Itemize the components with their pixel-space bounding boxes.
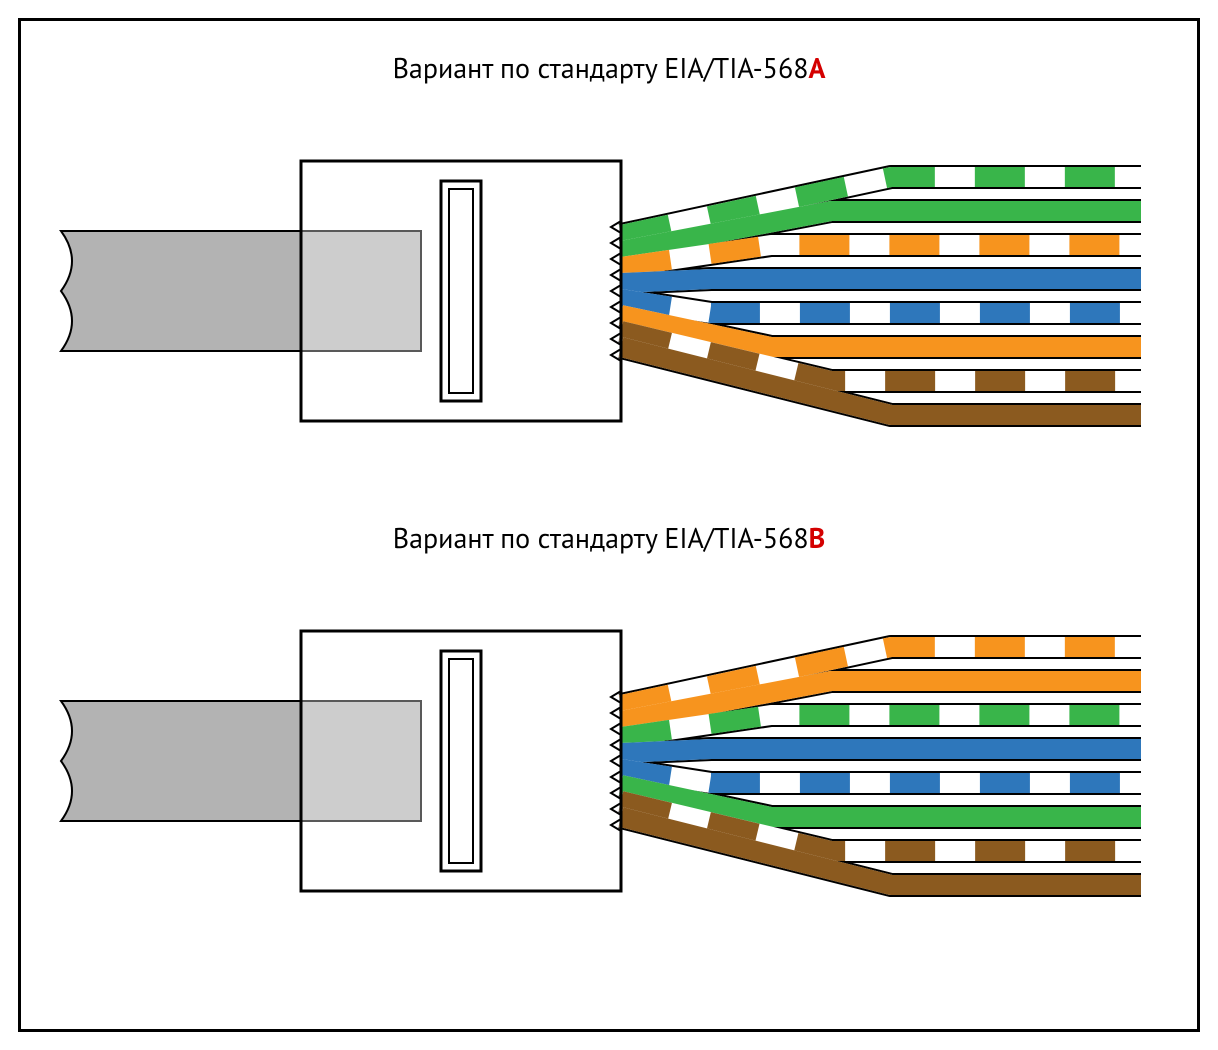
diagram-568b (21, 561, 1197, 961)
page: Вариант по стандарту EIA/TIA-568A Вариан… (0, 0, 1218, 1050)
title-568a-suffix: A (808, 49, 825, 86)
wire-4-color (621, 279, 1141, 283)
title-568b-suffix: B (809, 519, 826, 556)
rj45-diagram (21, 91, 1181, 491)
diagram-568a (21, 91, 1197, 491)
title-568a-prefix: Вариант по стандарту EIA/TIA-568 (393, 49, 809, 86)
outer-frame: Вариант по стандарту EIA/TIA-568A Вариан… (18, 18, 1200, 1032)
title-568a: Вариант по стандарту EIA/TIA-568A (21, 49, 1197, 86)
wires-group (621, 177, 1141, 415)
wire-4-color (621, 749, 1141, 753)
title-568b: Вариант по стандарту EIA/TIA-568B (21, 519, 1197, 556)
connector-clip-outer (441, 181, 481, 401)
title-568b-prefix: Вариант по стандарту EIA/TIA-568 (393, 519, 809, 556)
connector-clip-outer (441, 651, 481, 871)
wires-group (621, 647, 1141, 885)
rj45-diagram (21, 561, 1181, 961)
